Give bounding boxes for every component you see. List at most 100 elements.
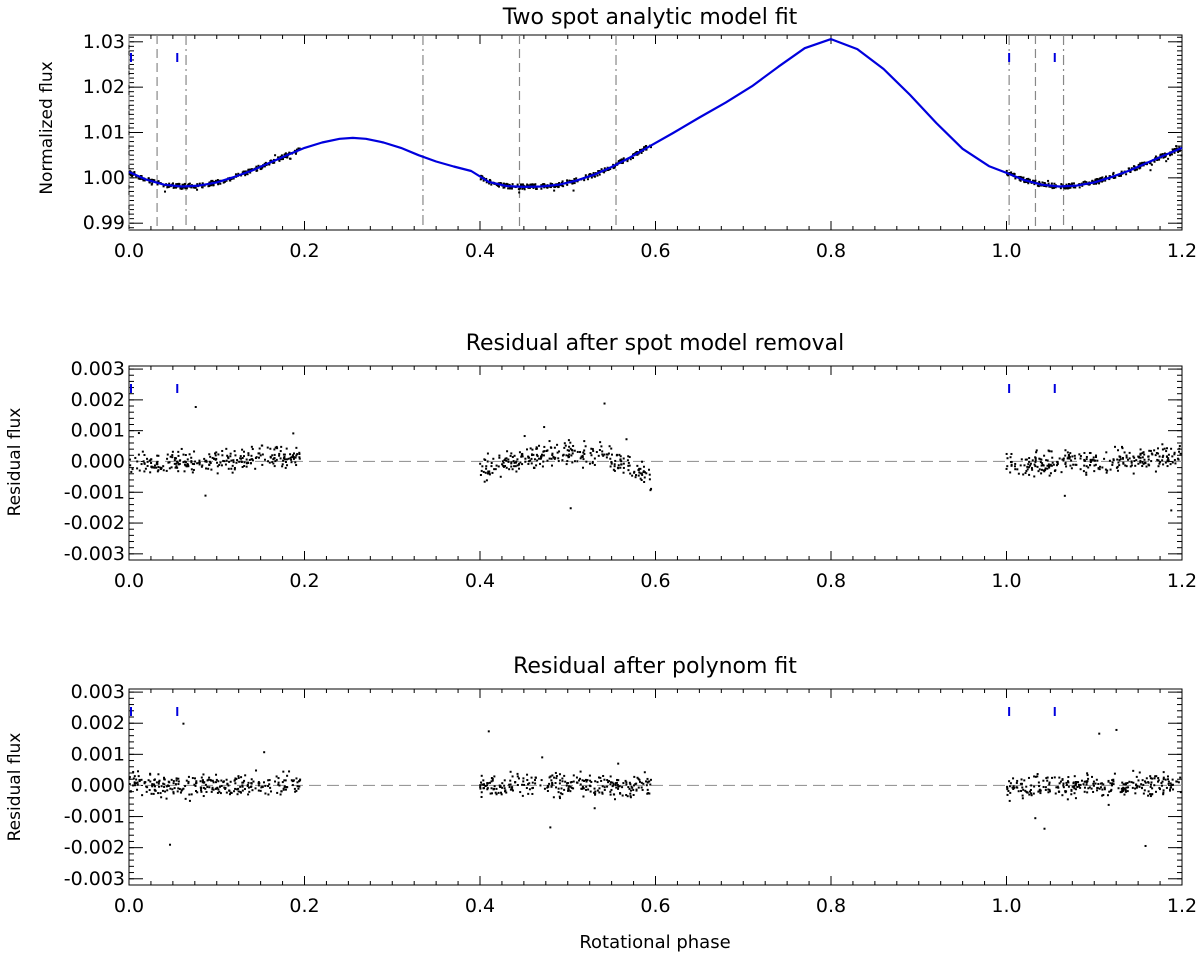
data-point — [1135, 786, 1138, 789]
data-point — [233, 779, 236, 782]
x-tick-label: 0.2 — [289, 240, 319, 262]
data-point — [1124, 783, 1127, 786]
data-point — [1121, 781, 1124, 784]
data-point — [1044, 469, 1047, 472]
data-point — [146, 457, 149, 460]
data-point — [150, 462, 153, 465]
data-point — [275, 445, 278, 448]
data-point — [561, 780, 564, 783]
data-point — [1022, 788, 1025, 791]
data-point — [1010, 452, 1013, 455]
data-point — [223, 460, 226, 463]
data-point — [1157, 459, 1160, 462]
data-point — [1030, 792, 1033, 795]
data-point — [1116, 458, 1119, 461]
data-point — [1028, 460, 1031, 463]
data-point — [225, 459, 228, 462]
data-point — [1020, 782, 1023, 785]
data-point — [257, 452, 260, 455]
data-point — [1046, 467, 1049, 470]
data-point — [140, 778, 143, 781]
data-point — [1149, 169, 1152, 172]
data-point — [143, 782, 146, 785]
data-point — [241, 781, 244, 784]
data-point — [1039, 792, 1042, 795]
data-point — [212, 184, 215, 187]
data-point — [1112, 459, 1115, 462]
data-point — [1134, 169, 1137, 172]
data-point — [1178, 146, 1181, 149]
data-point — [515, 470, 518, 473]
data-point — [624, 779, 627, 782]
data-point — [588, 784, 591, 787]
data-point — [610, 462, 613, 465]
data-point — [588, 462, 591, 465]
data-point — [569, 507, 572, 510]
data-point — [613, 465, 616, 468]
data-point — [184, 461, 187, 464]
data-point — [1153, 449, 1156, 452]
data-point — [504, 465, 507, 468]
data-point — [581, 456, 584, 459]
data-point — [567, 454, 570, 457]
data-point — [1042, 779, 1045, 782]
data-point — [534, 782, 537, 785]
data-point — [280, 154, 283, 157]
y-tick-label: 0.000 — [71, 450, 125, 472]
data-point — [566, 782, 569, 785]
data-point — [629, 795, 632, 798]
data-point — [233, 466, 236, 469]
data-point — [1050, 185, 1053, 188]
data-point — [589, 452, 592, 455]
y-tick-label: -0.002 — [64, 512, 125, 534]
data-point — [1130, 464, 1133, 467]
data-point — [279, 155, 282, 158]
data-point — [484, 459, 487, 462]
data-point — [561, 459, 564, 462]
data-point — [1098, 182, 1101, 185]
data-point — [194, 784, 197, 787]
data-point — [163, 785, 166, 788]
data-point — [576, 781, 579, 784]
data-point — [201, 779, 204, 782]
plot-area: 0.0 0.2 0.4 0.6 0.8 1.0 1.20.0030.0020.0010.00… — [64, 681, 1197, 917]
data-point — [284, 788, 287, 791]
data-point — [1118, 459, 1121, 462]
data-point — [242, 450, 245, 453]
data-point — [573, 182, 576, 185]
data-point — [133, 784, 136, 787]
data-point — [237, 172, 240, 175]
data-point — [166, 186, 169, 189]
data-point — [501, 460, 504, 463]
data-point — [1139, 459, 1142, 462]
data-point — [180, 187, 183, 190]
data-point — [498, 454, 501, 457]
data-point — [1159, 154, 1162, 157]
data-point — [568, 453, 571, 456]
data-point — [1085, 455, 1088, 458]
data-point — [603, 402, 606, 405]
data-point — [1100, 177, 1103, 180]
data-point — [1031, 179, 1034, 182]
data-point — [525, 787, 528, 790]
data-point — [160, 796, 163, 799]
data-point — [500, 791, 503, 794]
data-point — [551, 183, 554, 186]
data-point — [638, 778, 641, 781]
data-point — [639, 467, 642, 470]
data-point — [546, 459, 549, 462]
data-point — [196, 183, 199, 186]
data-point — [1057, 786, 1060, 789]
data-point — [634, 476, 637, 479]
data-point — [617, 762, 620, 765]
data-point — [516, 784, 519, 787]
data-point — [640, 479, 643, 482]
data-point — [210, 790, 213, 793]
data-point — [592, 172, 595, 175]
data-point — [199, 780, 202, 783]
data-point — [1063, 494, 1066, 497]
data-point — [247, 781, 250, 784]
data-point — [1134, 787, 1137, 790]
data-point — [150, 183, 153, 186]
data-point — [1136, 785, 1139, 788]
